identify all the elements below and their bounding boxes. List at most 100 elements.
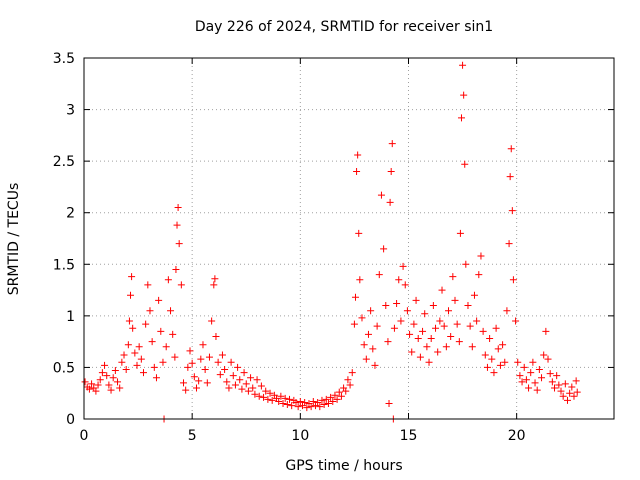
x-tick-label: 10	[291, 428, 309, 444]
data-point	[244, 387, 252, 395]
data-point	[442, 343, 450, 351]
data-point	[540, 351, 548, 359]
data-point	[348, 369, 356, 377]
data-point	[184, 363, 192, 371]
data-point	[494, 345, 502, 353]
data-point	[414, 335, 422, 343]
data-point	[81, 378, 89, 386]
data-point	[174, 204, 182, 212]
data-point	[531, 379, 539, 387]
y-tick-label: 2	[66, 206, 75, 222]
data-point	[201, 365, 209, 373]
data-point	[507, 145, 515, 153]
data-point	[412, 296, 420, 304]
data-point	[522, 376, 530, 384]
data-point	[103, 372, 111, 380]
x-tick-label: 0	[80, 428, 89, 444]
data-point	[296, 397, 304, 405]
data-point	[360, 341, 368, 349]
y-tick-label: 0.5	[53, 360, 75, 376]
data-point	[286, 395, 294, 403]
data-point	[327, 393, 335, 401]
y-tick-label: 1	[66, 309, 75, 325]
data-point	[288, 402, 296, 410]
data-point	[322, 395, 330, 403]
data-point	[266, 389, 274, 397]
data-point	[566, 389, 574, 397]
data-point	[253, 376, 261, 384]
data-point	[264, 395, 272, 403]
data-point	[301, 398, 309, 406]
data-point	[492, 324, 500, 332]
data-point	[557, 387, 565, 395]
data-point	[390, 324, 398, 332]
data-point	[440, 322, 448, 330]
data-point	[533, 386, 541, 394]
data-point	[380, 245, 388, 253]
data-point	[544, 355, 552, 363]
data-point	[403, 307, 411, 315]
data-point	[406, 330, 414, 338]
data-point	[98, 369, 106, 377]
data-point	[283, 401, 291, 409]
data-point	[505, 240, 513, 248]
data-point	[307, 403, 315, 411]
data-point	[432, 324, 440, 332]
y-tick-label: 3.5	[53, 51, 75, 67]
data-point	[94, 381, 102, 389]
data-point	[468, 343, 476, 351]
data-point	[101, 361, 109, 369]
data-point	[479, 327, 487, 335]
data-point	[499, 341, 507, 349]
data-point	[477, 252, 485, 260]
data-point	[257, 382, 265, 390]
data-point	[408, 348, 416, 356]
data-point	[393, 299, 401, 307]
data-point	[139, 369, 147, 377]
data-point	[210, 281, 218, 289]
data-point	[395, 276, 403, 284]
data-point	[355, 229, 363, 237]
data-point	[231, 381, 239, 389]
data-point	[512, 317, 520, 325]
data-point	[369, 345, 377, 353]
data-point	[124, 341, 132, 349]
data-point	[453, 320, 461, 328]
data-point	[229, 372, 237, 380]
data-point	[449, 273, 457, 281]
data-point	[551, 384, 559, 392]
data-point	[205, 353, 213, 361]
data-point	[427, 335, 435, 343]
data-point	[169, 330, 177, 338]
data-point	[218, 351, 226, 359]
data-point	[353, 167, 361, 175]
data-point	[128, 273, 136, 281]
data-point	[346, 381, 354, 389]
data-point	[159, 358, 167, 366]
data-point	[111, 367, 119, 375]
data-point	[175, 240, 183, 248]
data-point	[116, 384, 124, 392]
data-point	[460, 91, 468, 99]
data-point	[177, 281, 185, 289]
data-point	[572, 377, 580, 385]
data-point	[88, 380, 96, 388]
data-point	[455, 338, 463, 346]
data-point	[506, 173, 514, 181]
data-point	[127, 291, 135, 299]
data-point	[546, 370, 554, 378]
data-point	[192, 384, 200, 392]
data-point	[377, 191, 385, 199]
data-point	[525, 384, 533, 392]
data-point	[382, 302, 390, 310]
y-tick-label: 3	[66, 103, 75, 119]
data-point	[475, 271, 483, 279]
data-point	[527, 369, 535, 377]
data-point	[364, 330, 372, 338]
data-point	[277, 392, 285, 400]
data-point	[129, 324, 137, 332]
data-point	[324, 400, 332, 408]
data-point	[461, 160, 469, 168]
data-point	[236, 376, 244, 384]
data-point	[203, 379, 211, 387]
